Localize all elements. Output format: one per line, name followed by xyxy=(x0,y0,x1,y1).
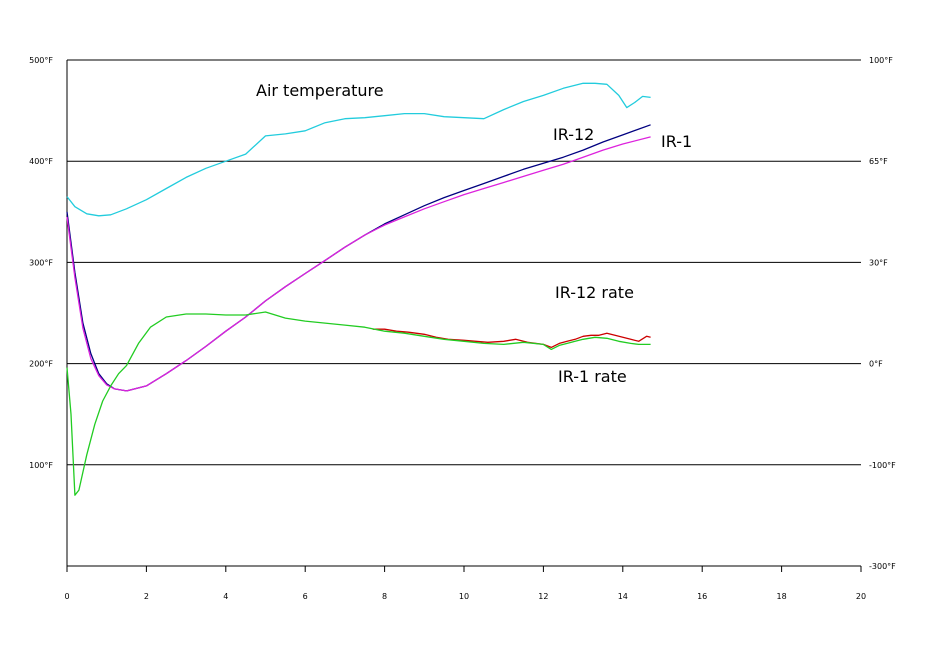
y-left-tick-label: 200°F xyxy=(29,360,53,369)
annotation-ir-1: IR-1 xyxy=(661,132,692,151)
x-tick-label: 18 xyxy=(777,592,787,601)
annotation-ir-12: IR-12 xyxy=(553,125,594,144)
y-left-tick-label: 100°F xyxy=(29,461,53,470)
y-left-tick-label: 300°F xyxy=(29,258,53,267)
series-line-ir-1-rate xyxy=(66,311,651,496)
y-axis-right-ticks: 100°F 65°F 30°F 0°F -100°F -300°F xyxy=(869,56,896,571)
x-tick-label: 6 xyxy=(303,592,308,601)
x-tick-label: 12 xyxy=(538,592,548,601)
y-right-tick-label: 65°F xyxy=(869,157,888,166)
x-tick-label: 20 xyxy=(856,592,866,601)
x-tick-label: 0 xyxy=(64,592,69,601)
x-tick-label: 10 xyxy=(459,592,469,601)
series-line-air-temperature xyxy=(66,82,651,217)
axes xyxy=(66,60,861,567)
x-tick-label: 2 xyxy=(144,592,149,601)
series-lines xyxy=(66,82,651,496)
x-tick-label: 4 xyxy=(223,592,228,601)
y-right-tick-label: 100°F xyxy=(869,56,893,65)
x-axis-ticks: 0 2 4 6 8 10 12 14 16 18 20 xyxy=(64,566,866,601)
y-right-tick-label: 0°F xyxy=(869,360,883,369)
y-axis-left-ticks: 500°F 400°F 300°F 200°F 100°F xyxy=(29,56,53,470)
series-line-ir-1 xyxy=(66,136,651,392)
y-right-tick-label: -100°F xyxy=(869,461,896,470)
series-line-ir-12-rate xyxy=(372,328,651,349)
annotation-ir-12-rate: IR-12 rate xyxy=(555,283,634,302)
x-tick-label: 8 xyxy=(382,592,387,601)
y-left-tick-label: 500°F xyxy=(29,56,53,65)
x-tick-label: 16 xyxy=(697,592,707,601)
y-right-tick-label: -300°F xyxy=(869,562,896,571)
x-tick-label: 14 xyxy=(618,592,628,601)
annotation-air-temperature: Air temperature xyxy=(256,81,384,100)
series-annotations: Air temperature IR-12 IR-1 IR-12 rate IR… xyxy=(256,81,692,386)
grid-lines xyxy=(67,59,861,466)
annotation-ir-1-rate: IR-1 rate xyxy=(558,367,627,386)
y-right-tick-label: 30°F xyxy=(869,258,888,267)
y-left-tick-label: 400°F xyxy=(29,157,53,166)
